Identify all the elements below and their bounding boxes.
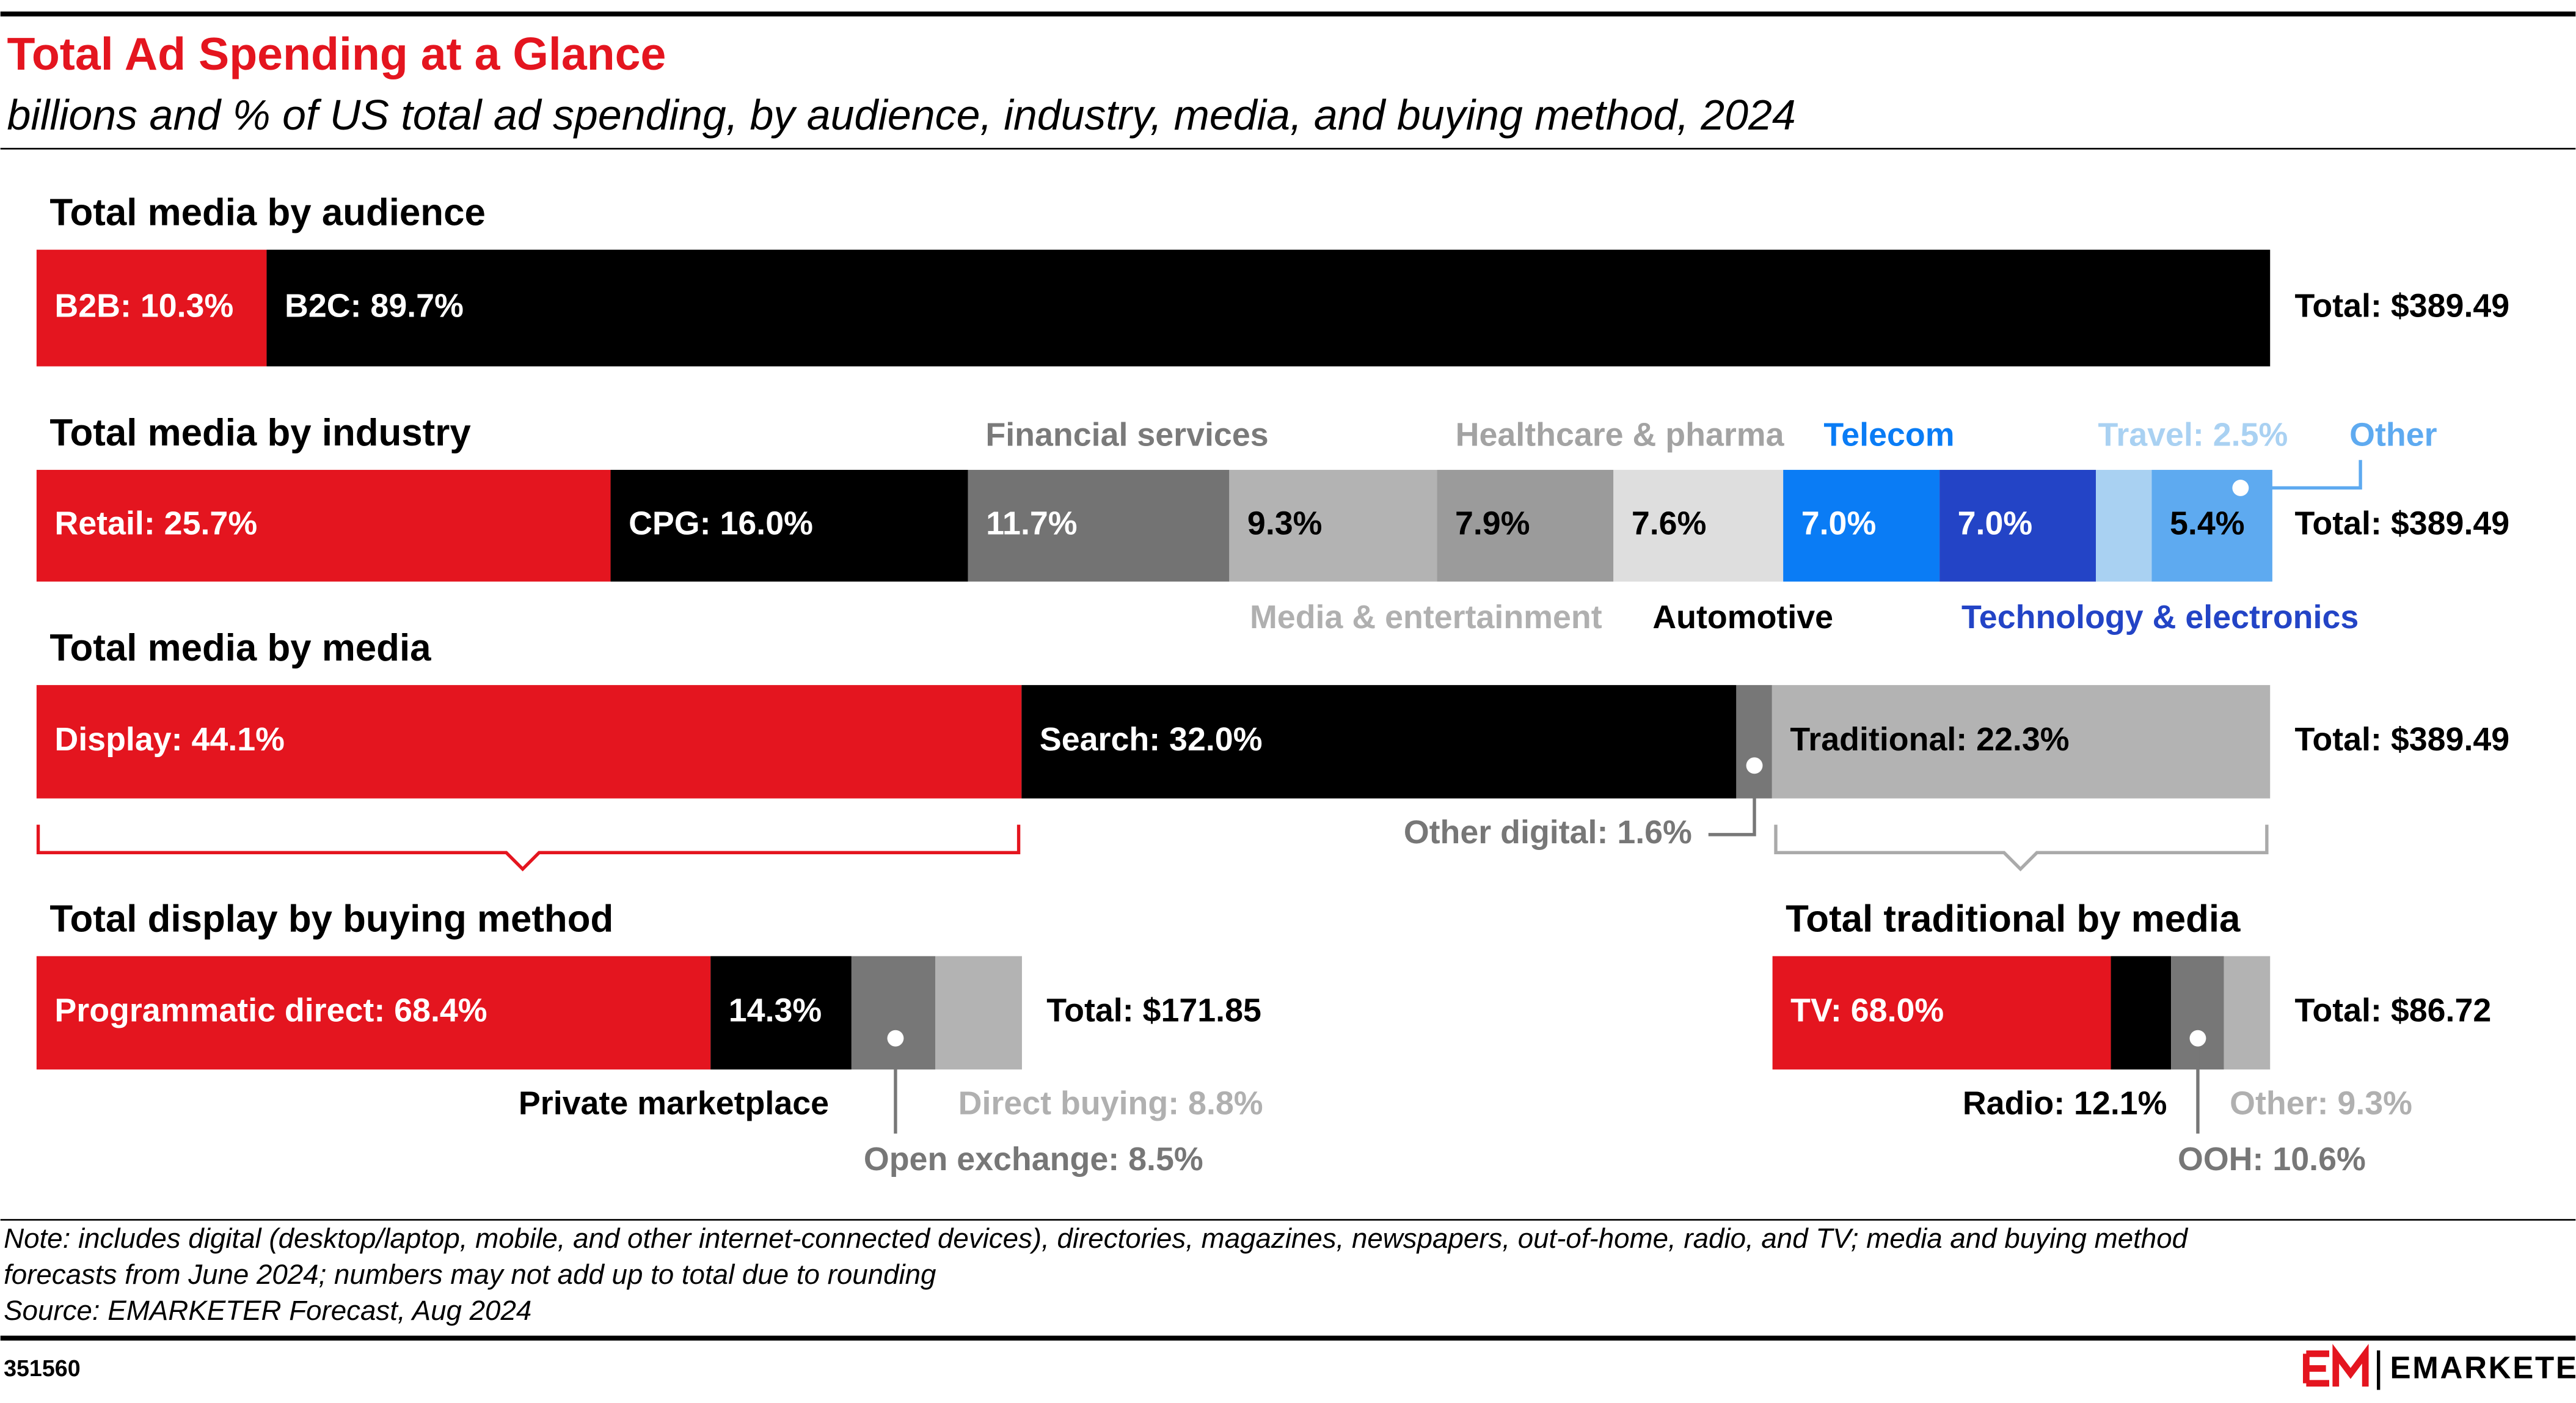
segment-label: 7.0% bbox=[1801, 505, 1877, 542]
segment-label: 5.4% bbox=[2170, 505, 2245, 542]
bar-segment bbox=[36, 956, 711, 1070]
bar-segment bbox=[1783, 469, 1940, 582]
segment-name: Travel: 2.5% bbox=[2098, 416, 2288, 453]
segment-name: Telecom bbox=[1823, 416, 1954, 453]
segment-name: Private marketplace bbox=[519, 1085, 829, 1122]
bar-segment bbox=[1021, 685, 1737, 799]
leader-dot bbox=[887, 1030, 904, 1047]
bar-segment bbox=[968, 469, 1230, 582]
segment-label: Display: 44.1% bbox=[54, 721, 285, 758]
bar-segment bbox=[1939, 469, 2096, 582]
segment-label: B2B: 10.3% bbox=[54, 287, 233, 324]
bar-segment bbox=[851, 956, 936, 1070]
bar-segment bbox=[2096, 469, 2152, 582]
note: forecasts from June 2024; numbers may no… bbox=[4, 1259, 936, 1290]
segment-name: Healthcare & pharma bbox=[1456, 416, 1785, 453]
bar-segment bbox=[36, 685, 1022, 799]
rule bbox=[0, 1218, 2576, 1221]
segment-name: Other: 9.3% bbox=[2230, 1085, 2412, 1122]
segment-name: Radio: 12.1% bbox=[1963, 1085, 2167, 1122]
chart-heading: Total traditional by media bbox=[1786, 898, 2241, 940]
logo-text: EMARKETER bbox=[2390, 1350, 2576, 1385]
leader-dot bbox=[1746, 757, 1763, 774]
rule bbox=[0, 147, 2576, 150]
note: Note: includes digital (desktop/laptop, … bbox=[4, 1223, 2189, 1254]
bar-segment bbox=[2224, 956, 2271, 1070]
bar-segment bbox=[36, 249, 267, 367]
bar-segment bbox=[1771, 685, 2271, 799]
chart-heading: Total media by audience bbox=[49, 192, 486, 234]
segment-label: 7.0% bbox=[1958, 505, 2033, 542]
bar-segment bbox=[935, 956, 1022, 1070]
segment-label: 7.9% bbox=[1455, 505, 1530, 542]
segment-name: Automotive bbox=[1652, 599, 1833, 636]
total-label: Total: $171.85 bbox=[1046, 992, 1261, 1029]
total-label: Total: $389.49 bbox=[2295, 505, 2510, 542]
segment-label: 14.3% bbox=[729, 992, 822, 1029]
segment-label: TV: 68.0% bbox=[1790, 992, 1944, 1029]
chart-heading: Total media by media bbox=[49, 627, 431, 669]
segment-name: Media & entertainment bbox=[1250, 599, 1602, 636]
bar-segment bbox=[1437, 469, 1614, 582]
total-label: Total: $86.72 bbox=[2295, 992, 2492, 1029]
leader-line bbox=[2240, 460, 2362, 490]
bar-segment bbox=[610, 469, 968, 582]
leader-dot bbox=[2189, 1030, 2206, 1047]
bottom-rule bbox=[0, 1335, 2576, 1341]
bracket bbox=[1774, 824, 2269, 872]
segment-name: Open exchange: 8.5% bbox=[864, 1141, 1203, 1178]
segment-label: Retail: 25.7% bbox=[54, 505, 257, 542]
segment-name: OOH: 10.6% bbox=[2178, 1141, 2366, 1178]
chart-heading: Total display by buying method bbox=[49, 898, 613, 940]
total-label: Total: $389.49 bbox=[2295, 721, 2510, 758]
segment-label: Programmatic direct: 68.4% bbox=[54, 992, 487, 1029]
segment-name: Direct buying: 8.8% bbox=[958, 1085, 1263, 1122]
bar-segment bbox=[2111, 956, 2172, 1070]
segment-name: Other bbox=[2349, 416, 2437, 453]
total-label: Total: $389.49 bbox=[2295, 287, 2510, 324]
segment-label: Traditional: 22.3% bbox=[1790, 721, 2069, 758]
chart-id: 351560 bbox=[4, 1355, 81, 1381]
bar-segment bbox=[1613, 469, 1784, 582]
segment-label: 11.7% bbox=[986, 505, 1077, 542]
segment-label: Search: 32.0% bbox=[1040, 721, 1263, 758]
leader-line bbox=[1708, 765, 1756, 837]
segment-label: B2C: 89.7% bbox=[285, 287, 464, 324]
leader-dot bbox=[2232, 480, 2249, 496]
segment-name: Financial services bbox=[985, 416, 1268, 453]
bar-segment bbox=[1229, 469, 1437, 582]
subtitle: billions and % of US total ad spending, … bbox=[7, 91, 1795, 139]
bar-segment bbox=[36, 469, 611, 582]
segment-label: CPG: 16.0% bbox=[629, 505, 813, 542]
top-rule bbox=[0, 11, 2576, 16]
note: Source: EMARKETER Forecast, Aug 2024 bbox=[4, 1295, 531, 1326]
segment-name: Technology & electronics bbox=[1961, 599, 2359, 636]
chart-heading: Total media by industry bbox=[49, 412, 471, 454]
title: Total Ad Spending at a Glance bbox=[7, 28, 666, 79]
bracket bbox=[36, 824, 1021, 872]
segment-name: Other digital: 1.6% bbox=[1404, 814, 1692, 851]
segment-label: 9.3% bbox=[1247, 505, 1323, 542]
bar-segment bbox=[710, 956, 852, 1070]
segment-label: 7.6% bbox=[1632, 505, 1707, 542]
logo-icon bbox=[2303, 1344, 2381, 1390]
bar-segment bbox=[1772, 956, 2111, 1070]
bar-segment bbox=[266, 249, 2271, 367]
